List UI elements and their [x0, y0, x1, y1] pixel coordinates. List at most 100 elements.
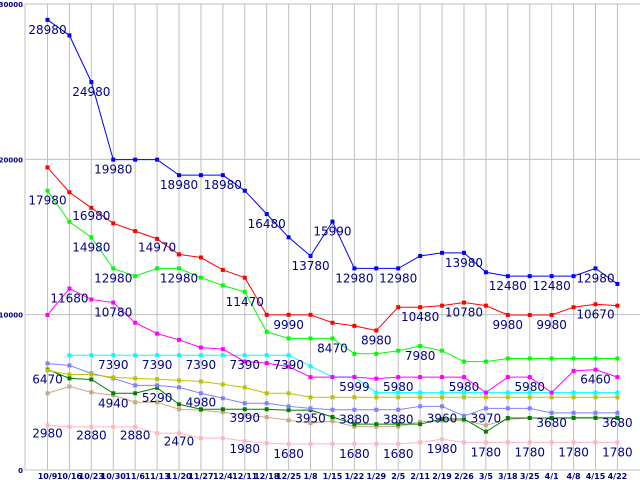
series-lavender-point — [461, 413, 466, 418]
series-olive-point — [483, 395, 488, 400]
series-darkgreen-point — [89, 377, 94, 382]
x-tick-label: 12/11 — [232, 472, 258, 480]
series-magenta-point — [67, 286, 72, 291]
series-lavender-point — [374, 407, 379, 412]
series-pink-point — [111, 424, 116, 429]
series-olive-point — [374, 395, 379, 400]
series-cyan-point — [593, 390, 598, 395]
series-lavender-point — [198, 391, 203, 396]
series-red-point — [133, 229, 138, 234]
data-label: 1980 — [230, 442, 261, 456]
series-cyan-point — [461, 390, 466, 395]
series-cyan-point — [374, 390, 379, 395]
x-tick-label: 3/18 — [498, 472, 518, 480]
series-pink-point — [593, 440, 598, 445]
series-olive-point — [308, 395, 313, 400]
series-lavender-point — [593, 410, 598, 415]
series-red-point — [615, 303, 620, 308]
data-label: 1980 — [427, 442, 458, 456]
series-darkgreen-point — [264, 407, 269, 412]
series-olive-point — [133, 376, 138, 381]
series-magenta-point — [527, 375, 532, 380]
data-label: 3680 — [536, 416, 567, 430]
y-tick-label: 10000 — [0, 312, 23, 320]
series-blue-point — [418, 253, 423, 258]
series-lavender-point — [440, 404, 445, 409]
x-tick-label: 2/19 — [432, 472, 452, 480]
series-olive-point — [571, 395, 576, 400]
data-label: 9980 — [493, 318, 524, 332]
series-darkgreen-point — [133, 391, 138, 396]
series-tan-point — [396, 424, 401, 429]
series-green-point — [330, 336, 335, 341]
series-cyan-point — [264, 353, 269, 358]
data-label: 4980 — [186, 396, 217, 410]
series-tan-point — [220, 410, 225, 415]
data-label: 1680 — [339, 447, 370, 461]
data-label: 12480 — [489, 279, 527, 293]
data-label: 8470 — [317, 341, 348, 355]
x-tick-label: 3/5 — [479, 472, 493, 480]
series-blue-point — [330, 219, 335, 224]
series-darkgreen-point — [67, 376, 72, 381]
series-cyan-point — [177, 353, 182, 358]
series-pink-point — [308, 441, 313, 446]
series-blue-point — [242, 188, 247, 193]
x-tick-label: 1/8 — [304, 472, 318, 480]
series-lavender-point — [242, 401, 247, 406]
series-darkgreen-point — [440, 417, 445, 422]
series-darkgreen-point — [527, 415, 532, 420]
series-green-point — [67, 219, 72, 224]
series-green-point — [286, 336, 291, 341]
series-blue-point — [461, 250, 466, 255]
series-magenta-point — [352, 375, 357, 380]
data-label: 3950 — [295, 412, 326, 426]
series-blue-point — [67, 33, 72, 38]
series-darkgreen-point — [220, 407, 225, 412]
series-red-point — [198, 255, 203, 260]
series-magenta-point — [111, 300, 116, 305]
data-label: 24980 — [72, 85, 110, 99]
series-tan-point — [242, 413, 247, 418]
y-tick-label: 20000 — [0, 156, 23, 164]
series-red-point — [374, 328, 379, 333]
data-label: 12980 — [335, 271, 373, 285]
series-green-point — [571, 356, 576, 361]
series-blue-point — [220, 173, 225, 178]
series-magenta-point — [155, 331, 160, 336]
data-label: 17980 — [28, 194, 66, 208]
series-lavender-point — [505, 406, 510, 411]
data-label: 1780 — [602, 445, 633, 459]
x-tick-label: 2/5 — [391, 472, 405, 480]
series-red-point — [396, 305, 401, 310]
series-olive-point — [286, 391, 291, 396]
series-red-point — [483, 303, 488, 308]
series-blue-point — [352, 266, 357, 271]
series-darkgreen-point — [593, 415, 598, 420]
series-lavender-point — [571, 410, 576, 415]
series-red-point — [418, 305, 423, 310]
series-pink-point — [89, 424, 94, 429]
x-tick-label: 11/13 — [145, 472, 170, 480]
series-red-point — [527, 312, 532, 317]
series-darkgreen-point — [155, 385, 160, 390]
series-green-point — [396, 348, 401, 353]
series-tan-point — [67, 384, 72, 389]
series-red-point — [593, 302, 598, 307]
series-green-point — [220, 283, 225, 288]
series-cyan-point — [111, 353, 116, 358]
series-cyan-point — [155, 353, 160, 358]
series-cyan-point — [615, 390, 620, 395]
series-olive-point — [264, 391, 269, 396]
series-pink-point — [615, 440, 620, 445]
data-label: 2880 — [120, 428, 151, 442]
data-label: 12980 — [160, 271, 198, 285]
series-blue-point — [198, 173, 203, 178]
data-label: 19980 — [94, 163, 132, 177]
series-blue-point — [505, 274, 510, 279]
series-green-point — [461, 359, 466, 364]
series-lavender-point — [45, 361, 50, 366]
data-label: 6470 — [32, 372, 63, 386]
data-label: 10780 — [445, 306, 483, 320]
data-label: 3680 — [602, 416, 633, 430]
